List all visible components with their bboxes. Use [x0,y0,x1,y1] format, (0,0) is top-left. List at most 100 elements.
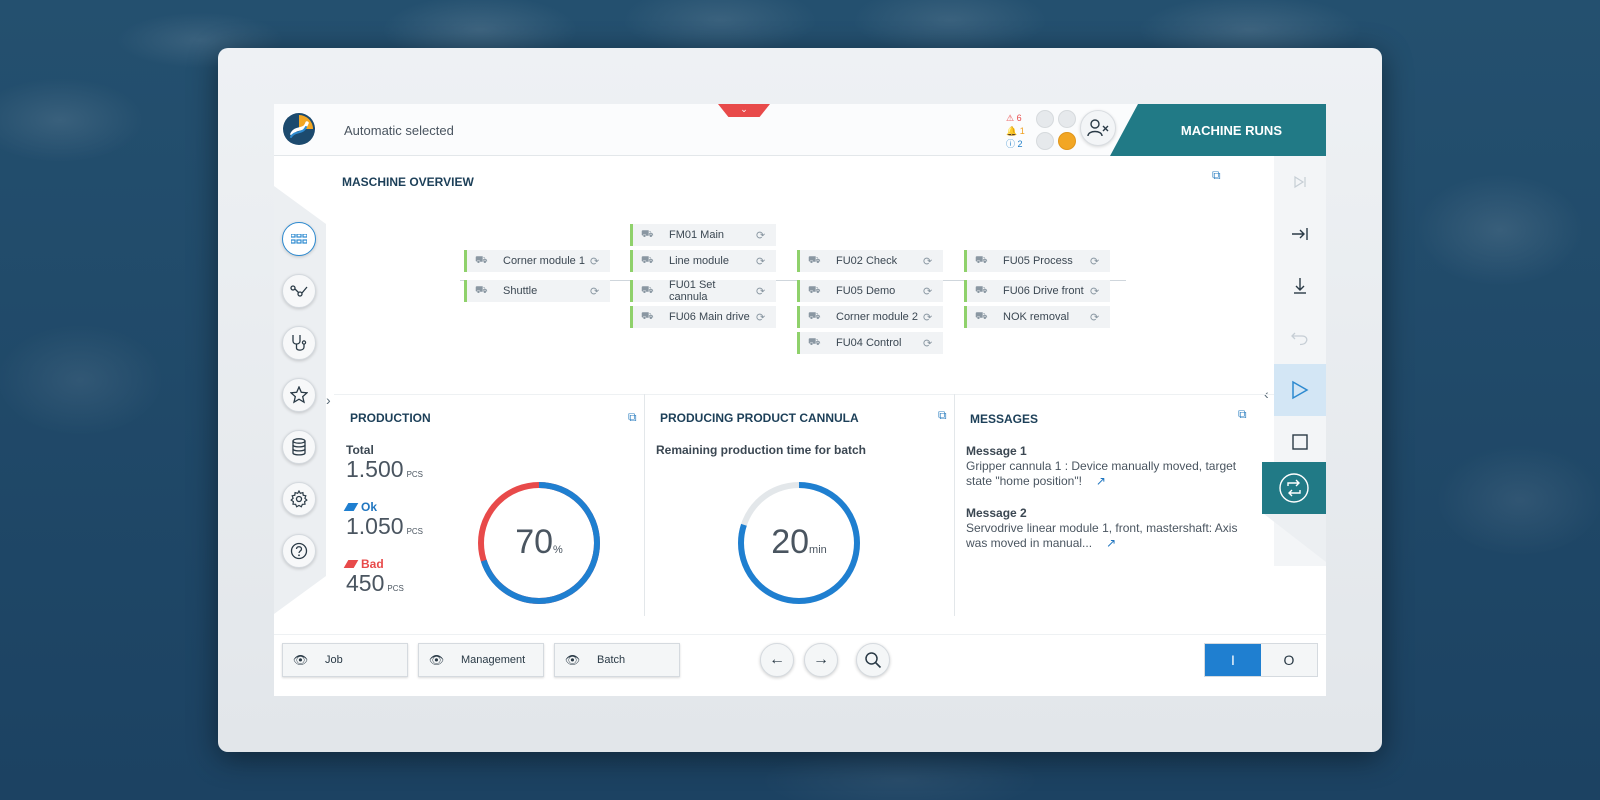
company-logo [282,112,316,146]
gear-icon [290,490,308,508]
play-icon [1292,380,1309,400]
module-icon: ⛟ [641,228,654,240]
open-message-icon[interactable]: ↗ [1095,474,1106,488]
producing-open-icon[interactable]: ⧉ [938,408,947,422]
open-message-icon[interactable]: ↗ [1106,536,1117,550]
info-count: ⓘ 2 [1006,139,1023,149]
step-down-icon [1294,278,1306,294]
batch-button[interactable]: 👁 Batch [554,643,680,677]
module-item[interactable]: ⛟ Corner module 2 ⟳ [797,306,943,328]
stop-button[interactable] [1274,416,1326,468]
bad-label: Bad [343,557,384,571]
error-count: ⚠ 6 [1006,113,1022,123]
cycle-icon [1279,473,1309,503]
sidebar-expand-icon[interactable]: › [326,392,331,408]
undo-icon [1291,332,1308,346]
bottom-bar: 👁 Job 👁 Management 👁 Batch ← → I O [274,634,1326,696]
nav-process-button[interactable] [282,274,316,308]
production-gauge-ok-arc [478,482,600,604]
message-2-body[interactable]: Servodrive linear module 1, front, maste… [966,521,1238,550]
production-open-icon[interactable]: ⧉ [628,410,637,424]
alert-counts[interactable]: ⚠ 6 🔔 1 ⓘ 2 [1006,112,1025,151]
refresh-icon: ⟳ [923,311,933,324]
production-gauge-label: 70% [515,523,563,561]
refresh-icon: ⟳ [923,285,933,298]
messages-title: MESSAGES [970,412,1039,426]
step-down-button[interactable] [1274,260,1326,312]
search-button[interactable] [856,643,890,677]
stethoscope-icon [292,335,307,351]
header-dropdown-tab[interactable]: ⌄ [718,104,770,117]
warning-count: 🔔 1 [1006,126,1025,136]
skip-to-end-button[interactable] [1274,156,1326,208]
management-button[interactable]: 👁 Management [418,643,544,677]
nav-overview-button[interactable] [282,222,316,256]
nav-settings-button[interactable] [282,482,316,516]
module-item[interactable]: ⛟ FM01 Main ⟳ [630,224,776,246]
cabinet-status-icon [1058,132,1076,150]
module-item[interactable]: ⛟ Shuttle ⟳ [464,280,610,302]
database-icon [292,438,306,456]
nav-diagnostics-button[interactable] [282,326,316,360]
module-item[interactable]: ⛟ FU05 Demo ⟳ [797,280,943,302]
user-logout-button[interactable] [1080,110,1116,146]
production-title: PRODUCTION [350,411,431,425]
refresh-icon: ⟳ [1090,285,1100,298]
refresh-icon: ⟳ [756,229,766,242]
power-toggle[interactable]: I O [1204,643,1318,677]
overview-open-icon[interactable]: ⧉ [1212,168,1221,182]
cycle-button[interactable] [1262,462,1326,514]
next-button[interactable]: → [804,643,838,677]
module-icon: ⛟ [808,336,821,348]
module-item[interactable]: ⛟ NOK removal ⟳ [964,306,1110,328]
help-icon [290,542,308,560]
module-icon: ⛟ [975,284,988,296]
jump-to-end-icon [1292,228,1308,240]
module-item[interactable]: ⛟ FU02 Check ⟳ [797,250,943,272]
stop-icon [1292,434,1308,450]
panel-separator [644,394,645,616]
refresh-icon: ⟳ [756,311,766,324]
job-button[interactable]: 👁 Job [282,643,408,677]
hmi-screen: Automatic selected ⌄ ⚠ 6 🔔 1 ⓘ 2 MACHINE… [274,104,1326,696]
module-flow-line [460,280,1126,281]
previous-button[interactable]: ← [760,643,794,677]
panels-divider [334,394,1274,395]
machine-state-text: MACHINE RUNS [1180,122,1282,138]
refresh-icon: ⟳ [923,337,933,350]
overview-title: MASCHINE OVERVIEW [342,175,474,189]
header-bar: Automatic selected ⌄ ⚠ 6 🔔 1 ⓘ 2 MACHINE… [274,104,1326,156]
machine-state-banner: MACHINE RUNS [1110,104,1326,156]
nav-help-button[interactable] [282,534,316,568]
module-item[interactable]: ⛟ FU04 Control ⟳ [797,332,943,354]
module-item[interactable]: ⛟ FU05 Process ⟳ [964,250,1110,272]
module-item[interactable]: ⛟ FU01 Set cannula ⟳ [630,279,776,303]
module-icon: ⛟ [975,254,988,266]
nav-data-button[interactable] [282,430,316,464]
route-icon [290,285,308,297]
door-status-icon [1036,132,1054,150]
refresh-icon: ⟳ [590,255,600,268]
undo-button[interactable] [1274,312,1326,364]
module-icon: ⛟ [475,284,488,296]
message-1-body[interactable]: Gripper cannula 1 : Device manually move… [966,459,1237,488]
nav-favorites-button[interactable] [282,378,316,412]
power-on-button[interactable]: I [1205,644,1261,676]
power-off-button[interactable]: O [1261,644,1317,676]
messages-open-icon[interactable]: ⧉ [1238,407,1247,421]
time-gauge-arc [738,482,860,604]
ok-value: 1.050 PCS [346,513,424,539]
user-remove-icon [1087,119,1109,137]
module-item[interactable]: ⛟ Line module ⟳ [630,250,776,272]
module-item[interactable]: ⛟ FU06 Main drive ⟳ [630,306,776,328]
module-icon: ⛟ [808,310,821,322]
module-item[interactable]: ⛟ Corner module 1 ⟳ [464,250,610,272]
chevron-down-icon: ⌄ [740,104,748,114]
message-1-title: Message 1 [966,444,1027,458]
module-item[interactable]: ⛟ FU06 Drive front ⟳ [964,280,1110,302]
time-gauge [738,482,860,604]
play-button[interactable] [1274,364,1326,416]
refresh-icon: ⟳ [1090,311,1100,324]
jump-to-end-button[interactable] [1274,208,1326,260]
time-gauge-label: 20min [771,523,827,561]
